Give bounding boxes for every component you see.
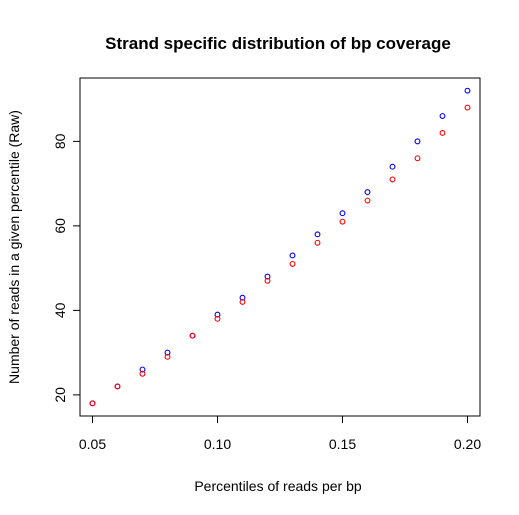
- y-axis-label: Number of reads in a given percentile (R…: [6, 110, 22, 384]
- x-tick-label: 0.20: [454, 436, 481, 452]
- data-point: [414, 155, 421, 162]
- x-axis-label: Percentiles of reads per bp: [194, 478, 362, 494]
- data-point: [389, 163, 396, 170]
- data-point: [339, 210, 346, 217]
- y-tick-label: 40: [52, 302, 68, 318]
- y-tick-label: 60: [52, 218, 68, 234]
- data-point: [164, 349, 171, 356]
- data-point: [189, 332, 196, 339]
- y-tick-label: 80: [52, 133, 68, 149]
- data-point: [389, 176, 396, 183]
- data-point: [264, 277, 271, 284]
- data-point: [214, 311, 221, 318]
- data-point: [214, 315, 221, 322]
- y-axis: 20 40 60 80: [52, 133, 80, 403]
- data-point: [339, 218, 346, 225]
- data-point: [314, 231, 321, 238]
- data-point: [439, 113, 446, 119]
- data-point: [114, 383, 121, 390]
- data-point: [239, 298, 246, 305]
- data-point: [464, 87, 471, 94]
- y-tick-label: 20: [52, 387, 68, 403]
- data-point: [464, 104, 471, 111]
- x-tick-label: 0.15: [329, 436, 356, 452]
- data-point: [289, 252, 296, 259]
- data-point: [314, 239, 321, 246]
- data-point: [164, 353, 171, 360]
- x-tick-label: 0.05: [79, 436, 106, 452]
- data-point: [364, 189, 371, 196]
- data-point: [239, 294, 246, 301]
- data-point: [414, 138, 421, 145]
- data-point: [89, 400, 96, 407]
- data-point: [439, 129, 446, 136]
- data-point: [289, 260, 296, 267]
- plot-frame: [79, 77, 481, 417]
- chart-title: Strand specific distribution of bp cover…: [105, 34, 451, 53]
- data-point: [264, 273, 271, 280]
- data-point: [139, 366, 146, 373]
- x-axis: 0.05 0.10 0.15 0.20: [79, 416, 481, 452]
- data-point: [139, 370, 146, 377]
- data-point: [364, 197, 371, 204]
- x-tick-label: 0.10: [204, 436, 231, 452]
- data-points: [89, 87, 471, 407]
